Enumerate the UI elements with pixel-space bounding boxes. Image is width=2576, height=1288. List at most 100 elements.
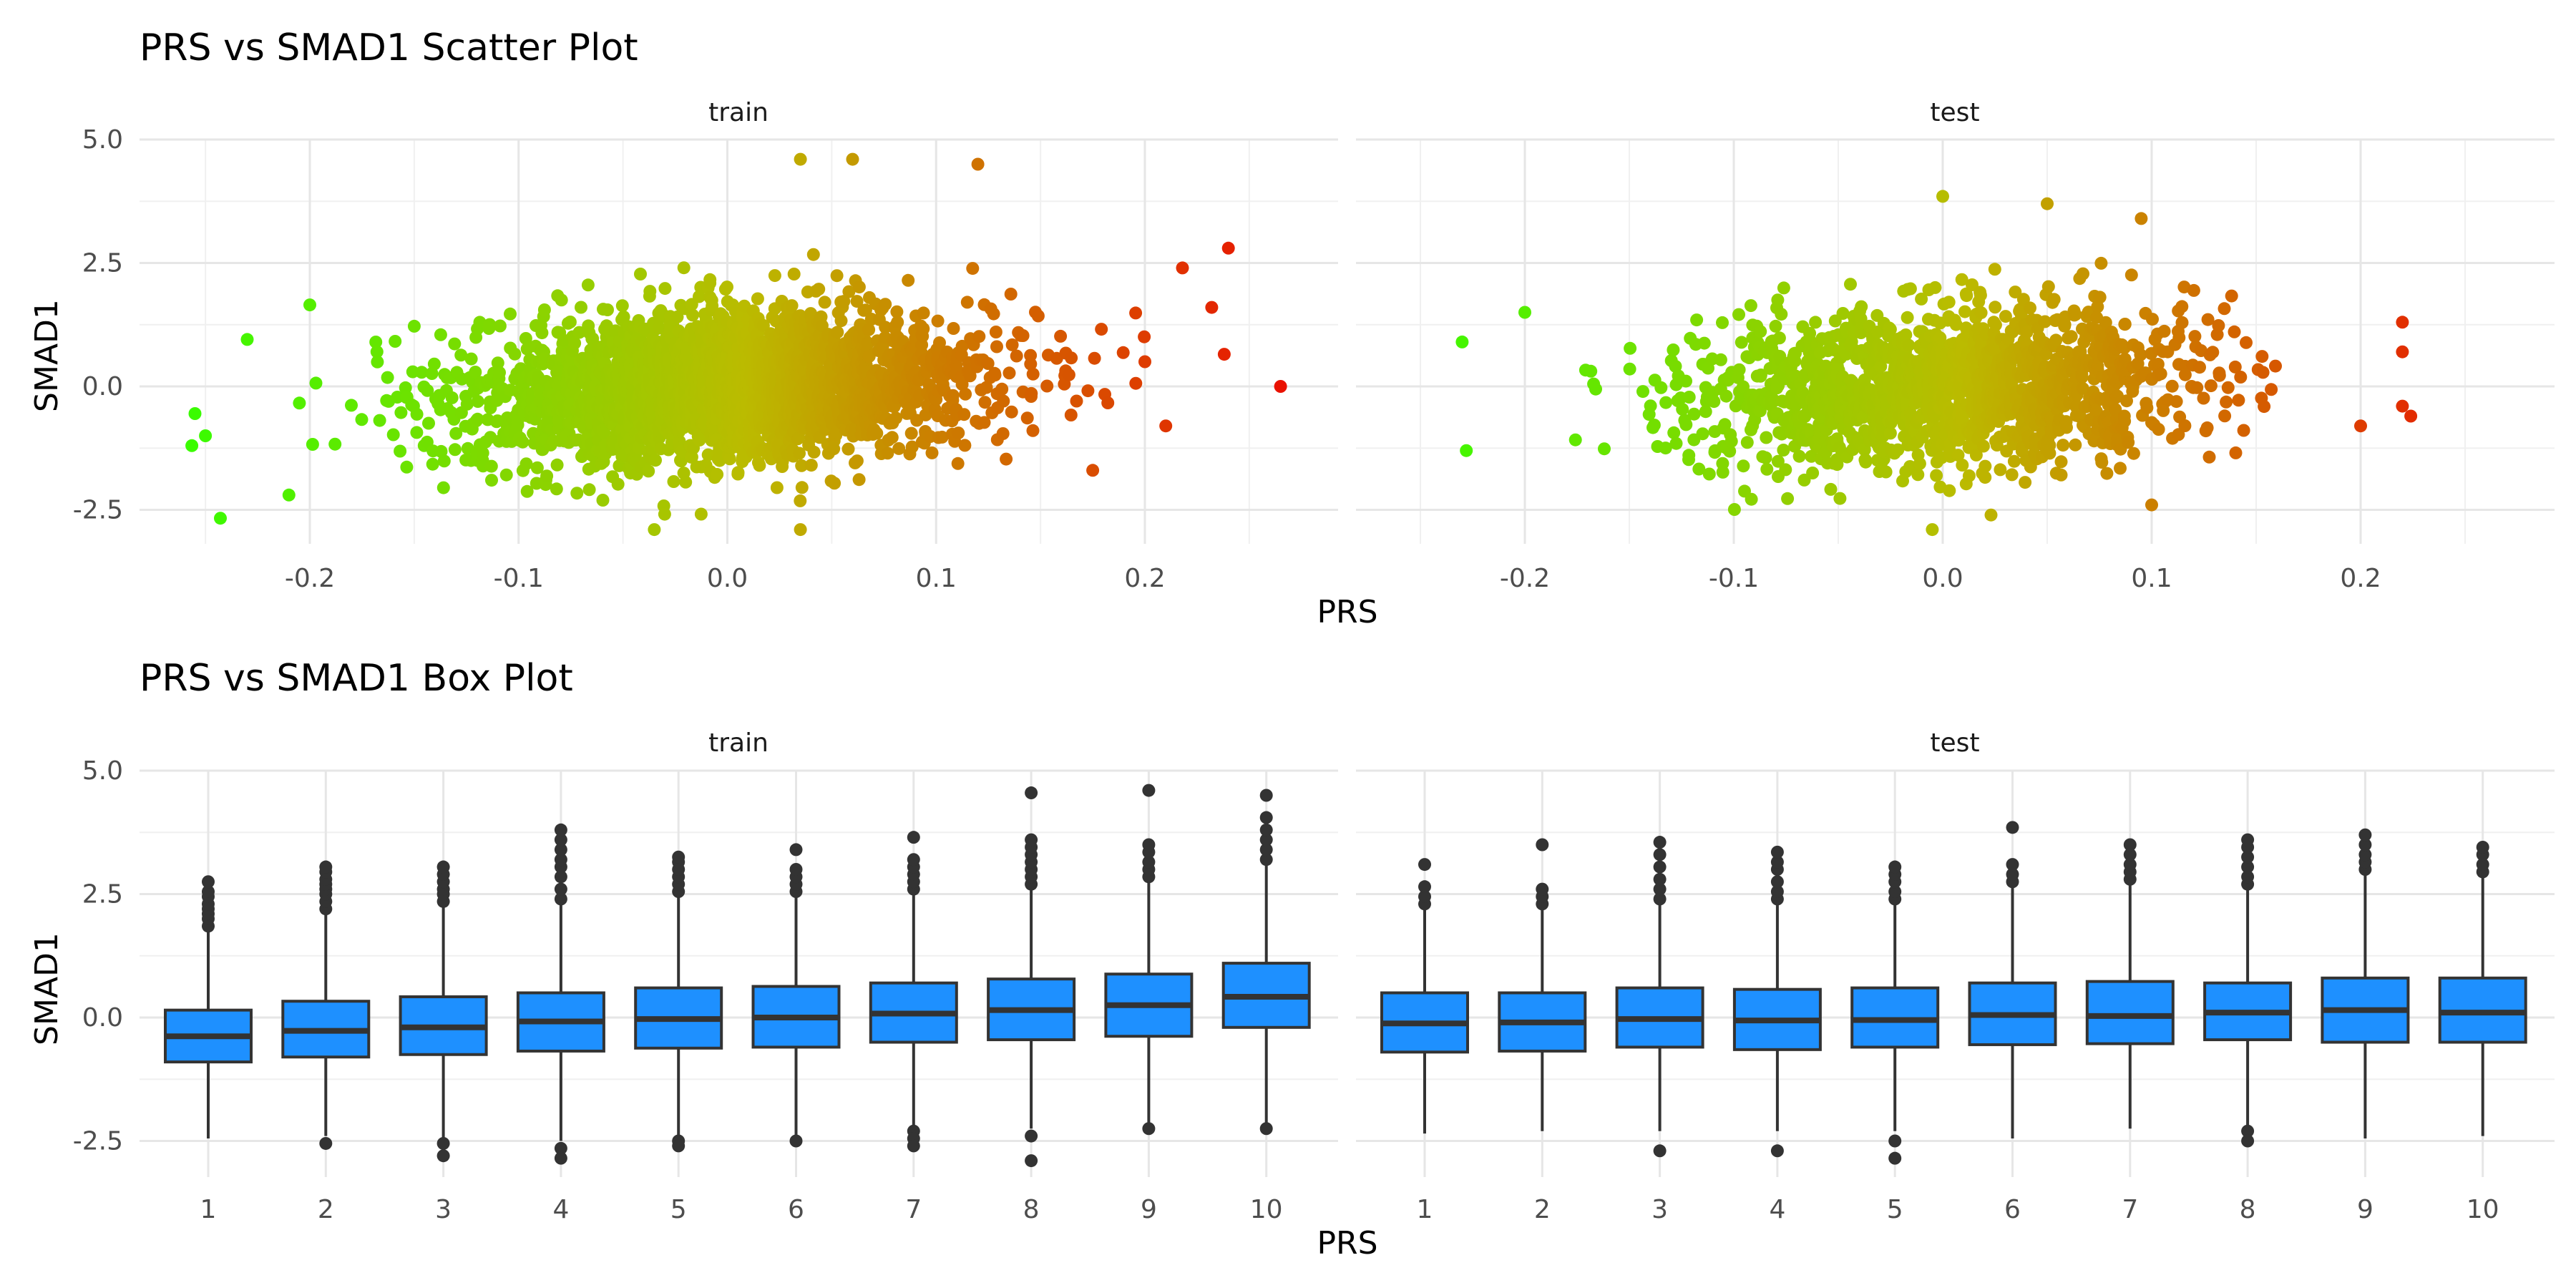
- box-ytick-label-1: 0.0: [82, 1003, 123, 1033]
- scatter-test-point-35: [1682, 449, 1696, 462]
- scatter-train-point-330: [570, 487, 584, 500]
- scatter-test-point-63: [1716, 465, 1729, 479]
- scatter-test-point-592: [1891, 443, 1905, 457]
- scatter-test-point-1448: [2100, 467, 2114, 480]
- scatter-test-point-1508: [2120, 394, 2133, 408]
- scatter-train-point-2144: [834, 314, 848, 328]
- scatter-train-point-757: [648, 523, 661, 537]
- box-train-outlier-3-2: [554, 870, 567, 884]
- scatter-train-point-2159: [837, 295, 851, 308]
- scatter-train-point-2526: [952, 426, 965, 440]
- scatter-test-point-1523: [2135, 212, 2148, 225]
- scatter-title: PRS vs SMAD1 Scatter Plot: [140, 26, 638, 69]
- scatter-test-point-1605: [2265, 383, 2278, 396]
- scatter-test-point-1340: [2060, 421, 2073, 434]
- box-train-outlier-9-3: [1259, 823, 1273, 836]
- scatter-test-point-85: [1735, 336, 1748, 349]
- scatter-test-point-1323: [2054, 455, 2068, 469]
- scatter-train-point-2540: [966, 262, 980, 275]
- scatter-train-point-62: [448, 443, 462, 457]
- scatter-test-point-77: [1727, 503, 1741, 516]
- scatter-train-point-2532: [958, 439, 972, 452]
- box-train-outlier-1-8: [319, 1136, 333, 1150]
- box-train-boxes: [164, 784, 1311, 1168]
- scatter-ylabel: SMAD1: [29, 299, 65, 412]
- scatter-train-point-20: [386, 428, 400, 441]
- scatter-test-xtick-label-1: -0.1: [1709, 564, 1759, 593]
- scatter-train-point-2369: [885, 431, 899, 444]
- scatter-test-point-1610: [2396, 399, 2409, 413]
- scatter-train-point-114: [491, 356, 504, 370]
- scatter-test-point-831: [1943, 484, 1956, 497]
- scatter-test-point-1532: [2145, 498, 2158, 512]
- scatter-train-point-255: [550, 482, 563, 496]
- scatter-test-point-1603: [2256, 366, 2270, 379]
- scatter-train-point-81: [469, 366, 482, 379]
- scatter-train-point-2348: [879, 321, 892, 334]
- scatter-train-point-2572: [1004, 288, 1018, 301]
- scatter-test-point-129: [1760, 431, 1773, 444]
- scatter-test-point-1360: [2069, 308, 2082, 321]
- scatter-train-point-2422: [904, 426, 918, 440]
- scatter-train-point-88: [471, 395, 484, 408]
- scatter-test-point-61: [1716, 316, 1729, 329]
- scatter-test-point-1574: [2193, 361, 2206, 374]
- scatter-ytick-label-2: 2.5: [82, 249, 123, 278]
- scatter-test-point-1283: [2041, 280, 2055, 293]
- scatter-train-point-71: [460, 397, 474, 411]
- scatter-train-point-2592: [1054, 329, 1068, 343]
- scatter-train-point-1412: [731, 466, 745, 479]
- scatter-train-point-2599: [1065, 351, 1078, 365]
- scatter-test-point-95: [1744, 299, 1757, 313]
- scatter-train-point-61: [448, 337, 462, 351]
- scatter-test-point-148: [1769, 319, 1782, 333]
- scatter-ytick-label-3: 5.0: [82, 125, 123, 155]
- scatter-test-point-1435: [2095, 456, 2109, 469]
- box-train-xtick-label-5: 6: [788, 1195, 804, 1224]
- scatter-test-point-339: [1830, 458, 1844, 472]
- scatter-test-point-118: [1754, 325, 1767, 338]
- scatter-test-point-996: [1974, 306, 1988, 320]
- scatter-train-point-90: [473, 316, 487, 329]
- scatter-train-point-10: [328, 437, 342, 451]
- scatter-test-xtick-label-0: -0.2: [1500, 564, 1550, 593]
- scatter-train-point-369: [581, 278, 595, 292]
- box-test-outlier-2-2: [1653, 872, 1667, 886]
- scatter-train-point-2601: [1081, 384, 1095, 398]
- scatter-train-point-2126: [830, 269, 844, 283]
- scatter-test-point-1580: [2202, 450, 2216, 464]
- box-train-xtick-label-4: 5: [670, 1195, 687, 1224]
- scatter-train-xticks: -0.2 -0.1 0.0 0.1 0.2: [285, 564, 1166, 593]
- scatter-train-point-1705: [768, 269, 781, 283]
- scatter-test-point-55: [1707, 395, 1721, 409]
- scatter-train-point-2238: [852, 473, 866, 487]
- scatter-train-point-1034: [686, 308, 699, 322]
- scatter-test-point-439: [1856, 411, 1870, 424]
- box-test-box-6: [2085, 980, 2175, 1045]
- scatter-train-point-1897: [794, 523, 807, 537]
- scatter-train-point-1893: [794, 494, 807, 507]
- scatter-train-point-2598: [1064, 409, 1078, 421]
- scatter-train-point-2567: [995, 382, 1009, 396]
- box-train-outlier-3-9: [554, 1151, 567, 1165]
- box-train-outlier-8-5: [1142, 784, 1156, 797]
- scatter-train-point-15: [371, 355, 384, 369]
- scatter-test-point-1582: [2204, 379, 2218, 393]
- scatter-train-point-460: [601, 303, 614, 316]
- scatter-test-point-1571: [2188, 330, 2202, 343]
- box-test-boxes: [1380, 821, 2527, 1165]
- box-test-xtick-label-0: 1: [1417, 1195, 1433, 1224]
- scatter-test-point-1597: [2234, 371, 2248, 384]
- scatter-test-point-1066: [1989, 301, 2002, 314]
- scatter-test-point-1505: [2118, 318, 2132, 331]
- box-test-xtick-label-7: 8: [2240, 1195, 2256, 1224]
- scatter-test-point-43: [1696, 427, 1709, 441]
- box-test-outlier-7-5: [2241, 833, 2255, 847]
- scatter-train-point-2575: [1010, 349, 1023, 363]
- box-train-outlier-1-7: [319, 860, 333, 874]
- box-train-outlier-0-7: [202, 875, 215, 889]
- scatter-train-point-2559: [987, 307, 1000, 321]
- scatter-test-point-1377: [2076, 381, 2089, 395]
- scatter-test-xtick-label-2: 0.0: [1922, 564, 1963, 593]
- scatter-train-point-11: [345, 399, 358, 412]
